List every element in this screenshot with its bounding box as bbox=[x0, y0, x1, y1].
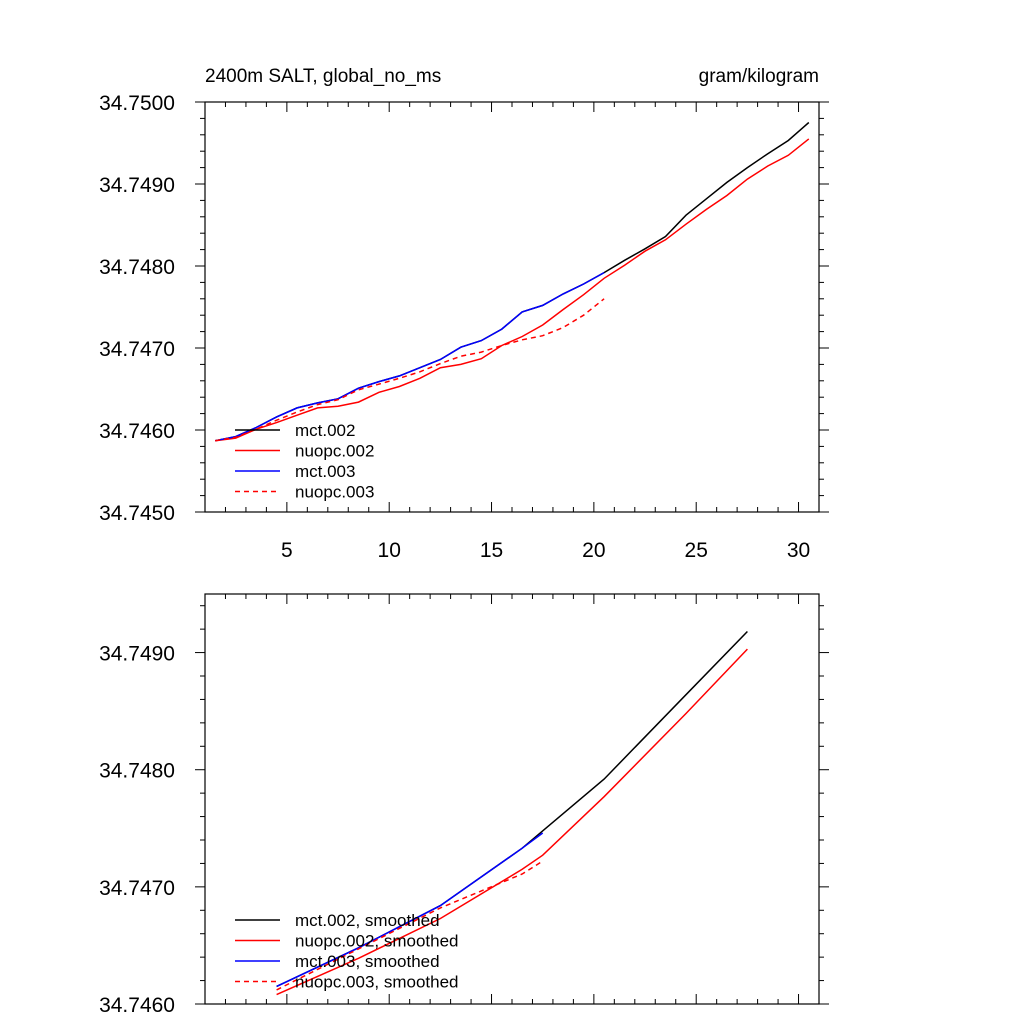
top-title-right: gram/kilogram bbox=[699, 66, 819, 87]
bottom-panel: 34.7460 34.7470 34.7480 34.7490 mct.002, sm… bbox=[99, 593, 829, 1017]
y-tick-label: 34.7470 bbox=[99, 338, 175, 361]
legend-label: mct.002, smoothed bbox=[295, 911, 440, 930]
top-axis-ticks: 5 10 15 20 25 30 34.7450 34.7460 34.7470 34.7480 3… bbox=[99, 92, 829, 562]
top-panel: 2400m SALT, global_no_ms gram/kilogram 5… bbox=[99, 66, 829, 562]
series-line-nuopc-003 bbox=[215, 298, 605, 442]
legend-label: mct.002 bbox=[295, 421, 355, 440]
x-tick-label: 30 bbox=[787, 539, 810, 562]
legend-label: nuopc.002, smoothed bbox=[295, 932, 459, 951]
series-line-nuopc-003-smoothed bbox=[276, 860, 544, 991]
x-tick-label: 15 bbox=[480, 539, 503, 562]
x-tick-label: 20 bbox=[582, 539, 605, 562]
y-tick-label: 34.7460 bbox=[99, 420, 175, 443]
x-tick-label: 10 bbox=[378, 539, 401, 562]
series-line-mct-003-smoothed bbox=[276, 832, 544, 988]
legend-label: nuopc.003 bbox=[295, 483, 374, 502]
legend-label: mct.003, smoothed bbox=[295, 952, 440, 971]
bottom-series-lines bbox=[276, 630, 748, 996]
bottom-legend: mct.002, smoothed nuopc.002, smoothedmct.… bbox=[235, 911, 459, 992]
bottom-axis-ticks: 34.7460 34.7470 34.7480 34.7490 bbox=[99, 594, 829, 1017]
x-tick-label: 25 bbox=[685, 539, 708, 562]
top-title-left: 2400m SALT, global_no_ms bbox=[205, 66, 441, 87]
y-tick-label: 34.7470 bbox=[99, 877, 175, 900]
y-tick-label: 34.7480 bbox=[99, 760, 175, 783]
series-line-nuopc-002 bbox=[215, 138, 810, 442]
series-line-mct-003 bbox=[215, 271, 605, 442]
y-tick-label: 34.7480 bbox=[99, 256, 175, 279]
legend-label: mct.003 bbox=[295, 462, 355, 481]
y-tick-label: 34.7490 bbox=[99, 643, 175, 666]
top-series-lines bbox=[215, 121, 810, 442]
y-tick-label: 34.7490 bbox=[99, 174, 175, 197]
y-tick-label: 34.7500 bbox=[99, 92, 175, 115]
legend-label: nuopc.002 bbox=[295, 442, 374, 461]
legend-label: nuopc.003, smoothed bbox=[295, 973, 459, 992]
y-tick-label: 34.7450 bbox=[99, 502, 175, 525]
y-tick-label: 34.7460 bbox=[99, 994, 175, 1017]
series-line-nuopc-002-smoothed bbox=[276, 648, 748, 996]
x-tick-label: 5 bbox=[281, 539, 293, 562]
series-line-mct-002 bbox=[215, 121, 810, 442]
